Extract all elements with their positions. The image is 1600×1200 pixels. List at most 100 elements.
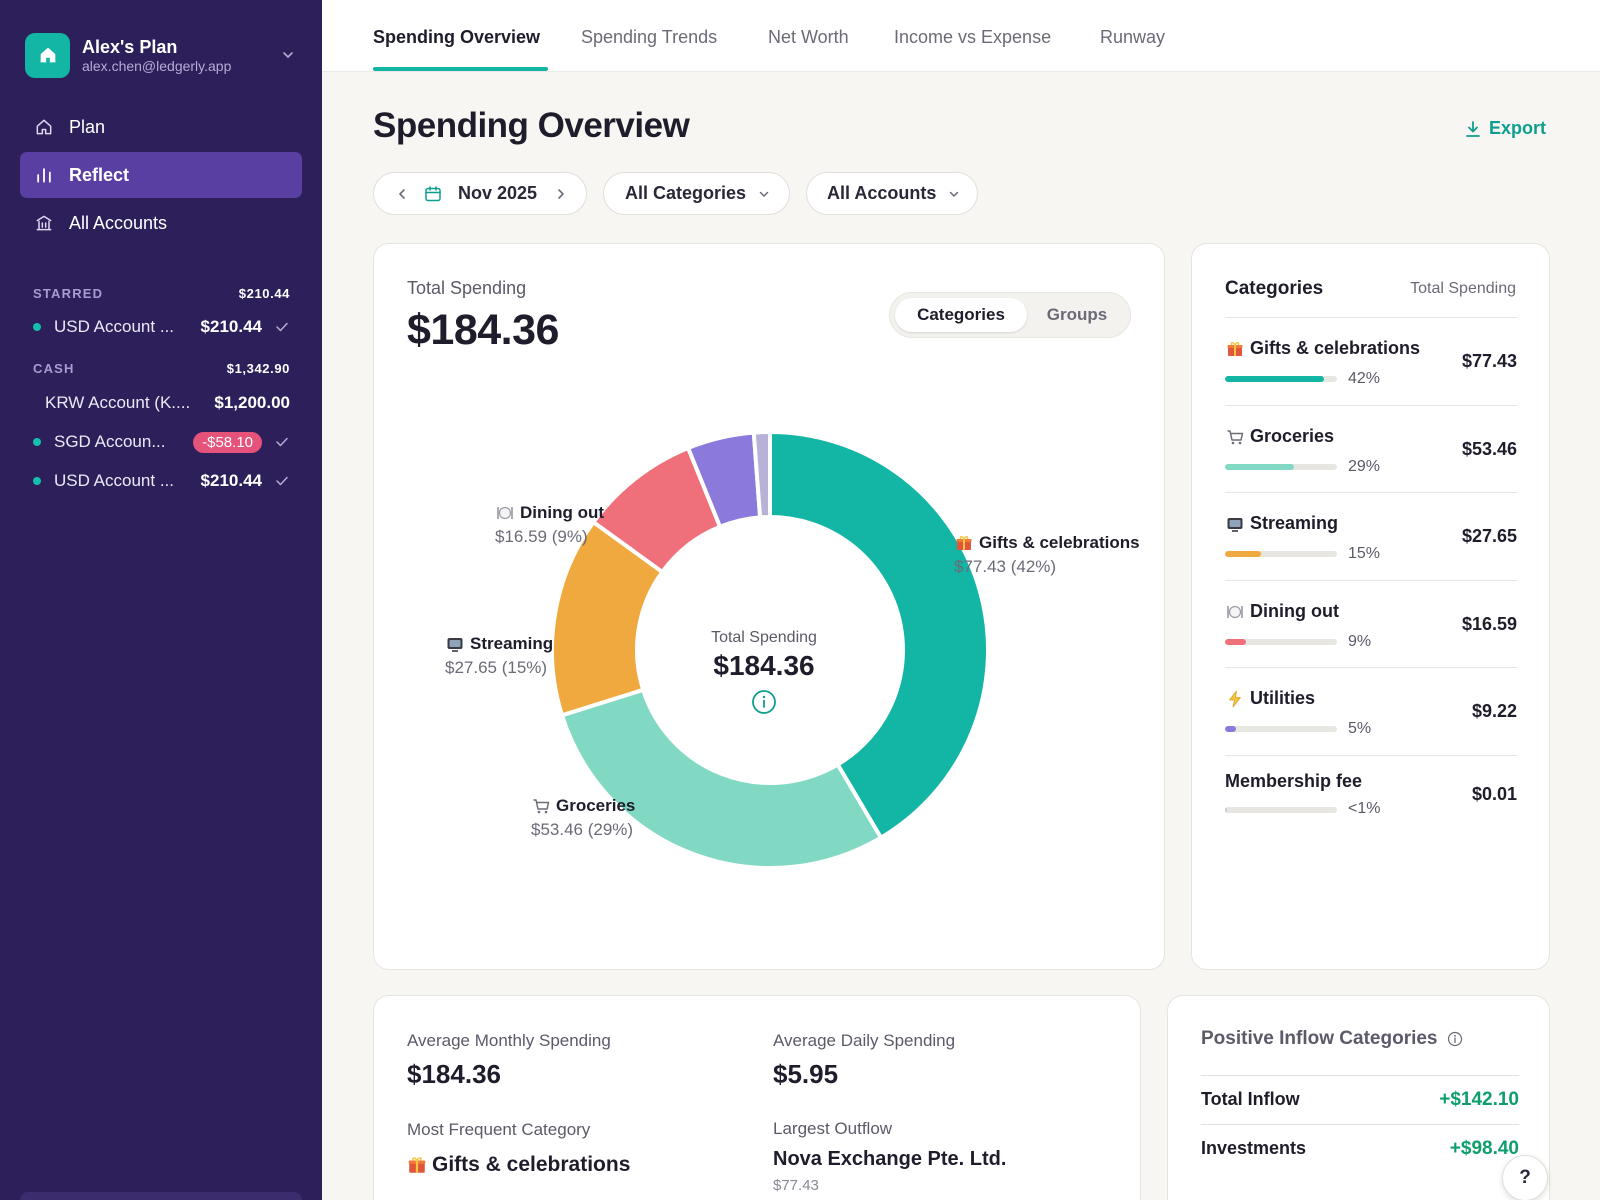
info-icon[interactable] — [751, 689, 777, 715]
categories-filter[interactable]: All Categories — [603, 172, 790, 215]
bolt-icon — [1225, 689, 1245, 709]
help-button[interactable]: ? — [1502, 1155, 1548, 1200]
category-percent: 42% — [1348, 370, 1381, 387]
home-icon — [33, 116, 55, 138]
donut-slice-groceries[interactable] — [559, 687, 884, 870]
category-row-dining-out[interactable]: Dining out $16.59 9% — [1225, 580, 1517, 667]
category-row-utilities[interactable]: Utilities $9.22 5% — [1225, 667, 1517, 755]
sidebar: Alex's Plan alex.chen@ledgerly.app Plan … — [0, 0, 322, 1200]
chevron-left-icon[interactable] — [394, 186, 410, 202]
chevron-right-icon[interactable] — [553, 186, 569, 202]
positive-inflow-card: Positive Inflow Categories Total Inflow … — [1167, 995, 1550, 1200]
cash-label: CASH — [33, 361, 75, 376]
category-progress-bar — [1225, 376, 1337, 382]
toggle-groups[interactable]: Groups — [1046, 305, 1108, 324]
slice-label-streaming: Streaming $27.65 (15%) — [445, 634, 553, 678]
bar-chart-icon — [33, 164, 55, 186]
category-percent: <1% — [1348, 800, 1381, 817]
total-spending-value: $184.36 — [407, 306, 559, 354]
inflow-name: Total Inflow — [1201, 1089, 1300, 1109]
avg-daily-value: $5.95 — [773, 1059, 839, 1089]
gift-icon — [407, 1155, 427, 1175]
largest-outflow-label: Largest Outflow — [773, 1119, 893, 1138]
category-percent: 29% — [1348, 458, 1381, 475]
most-frequent-label: Most Frequent Category — [407, 1120, 591, 1139]
account-row-krw[interactable]: KRW Account (K.... $1,200.00 — [45, 391, 290, 415]
plan-email: alex.chen@ledgerly.app — [82, 57, 232, 74]
tv-icon — [1225, 514, 1245, 534]
category-percent: 15% — [1348, 545, 1381, 562]
main-nav: Plan Reflect All Accounts — [20, 104, 302, 248]
most-frequent-value[interactable]: Gifts & celebrations — [432, 1153, 631, 1176]
category-progress-bar — [1225, 639, 1337, 645]
account-amount: $1,200.00 — [214, 393, 290, 412]
category-progress-fill — [1225, 376, 1324, 382]
category-name: Membership fee — [1225, 771, 1363, 791]
categories-panel: Categories Total Spending Gifts & celebr… — [1191, 243, 1550, 970]
account-name: USD Account ... — [54, 471, 174, 490]
month-picker: Nov 2025 — [373, 172, 587, 215]
tab-net-worth[interactable]: Net Worth — [768, 27, 849, 47]
category-progress-fill — [1225, 551, 1261, 557]
categories-filter-label: All Categories — [625, 183, 747, 203]
largest-outflow-vendor[interactable]: Nova Exchange Pte. Ltd. — [773, 1148, 1007, 1170]
accounts-filter[interactable]: All Accounts — [806, 172, 978, 215]
gift-icon — [1225, 339, 1245, 359]
tab-runway[interactable]: Runway — [1100, 27, 1166, 47]
category-row-gifts[interactable]: Gifts & celebrations $77.43 42% — [1225, 317, 1517, 405]
category-row-membership-fee[interactable]: Membership fee $0.01 <1% — [1225, 755, 1517, 835]
category-row-groceries[interactable]: Groceries $53.46 29% — [1225, 405, 1517, 492]
chevron-down-icon — [756, 186, 772, 202]
chevron-down-icon[interactable] — [279, 46, 297, 64]
cash-total: $1,342.90 — [226, 361, 290, 376]
account-row-usd[interactable]: USD Account ... $210.44 — [33, 469, 290, 493]
category-name: Streaming — [1250, 513, 1339, 533]
toggle-categories[interactable]: Categories — [895, 298, 1027, 332]
negative-balance-badge: -$58.10 — [193, 431, 262, 453]
avg-daily-label: Average Daily Spending — [773, 1031, 956, 1050]
category-progress-bar — [1225, 464, 1337, 470]
tab-income-vs-expense[interactable]: Income vs Expense — [894, 27, 1052, 47]
account-amount: $210.44 — [200, 317, 262, 336]
nav-item-plan[interactable]: Plan — [20, 104, 302, 150]
check-icon — [274, 473, 290, 489]
donut-slice-membership-fee[interactable] — [751, 429, 772, 520]
avg-monthly-label: Average Monthly Spending — [407, 1031, 611, 1050]
slice-value: $27.65 (15%) — [445, 658, 548, 677]
check-icon — [274, 319, 290, 335]
category-amount: $0.01 — [1471, 784, 1517, 804]
category-progress-bar — [1225, 807, 1337, 813]
slice-label-groceries: Groceries $53.46 (29%) — [531, 796, 635, 840]
inflow-amount: +$142.10 — [1439, 1088, 1519, 1110]
info-icon[interactable] — [1447, 1031, 1463, 1047]
account-row-sgd[interactable]: SGD Accoun... -$58.10 — [33, 430, 290, 454]
spending-stats-card: Average Monthly Spending $184.36 Average… — [373, 995, 1141, 1200]
category-name: Gifts & celebrations — [1250, 338, 1421, 358]
starred-label: STARRED — [33, 286, 104, 301]
nav-item-all-accounts[interactable]: All Accounts — [20, 200, 302, 246]
account-amount: $210.44 — [200, 471, 262, 490]
category-progress-fill — [1225, 726, 1237, 732]
cart-icon — [531, 796, 551, 816]
month-label[interactable]: Nov 2025 — [458, 183, 538, 203]
slice-label-gifts: Gifts & celebrations $77.43 (42%) — [954, 533, 1140, 577]
starred-total: $210.44 — [238, 286, 290, 301]
tab-spending-overview[interactable]: Spending Overview — [373, 27, 541, 47]
tab-spending-trends[interactable]: Spending Trends — [581, 27, 718, 47]
slice-name: Groceries — [556, 796, 636, 815]
category-name: Utilities — [1250, 688, 1316, 708]
plan-switcher[interactable]: Alex's Plan alex.chen@ledgerly.app — [25, 32, 297, 78]
slice-name: Gifts & celebrations — [979, 533, 1140, 552]
category-row-streaming[interactable]: Streaming $27.65 15% — [1225, 492, 1517, 580]
account-row-usd-starred[interactable]: USD Account ... $210.44 — [33, 315, 290, 339]
nav-item-reflect[interactable]: Reflect — [20, 152, 302, 198]
total-spending-label: Total Spending — [407, 278, 527, 298]
account-name: KRW Account (K.... — [45, 393, 191, 412]
inflow-row-total[interactable]: Total Inflow +$142.10 — [1201, 1075, 1519, 1123]
donut-slice-gifts-celebrations[interactable] — [768, 429, 990, 841]
category-amount: $16.59 — [1461, 614, 1517, 634]
category-progress-bar — [1225, 551, 1337, 557]
cash-group-header: CASH $1,342.90 — [33, 361, 290, 376]
export-button[interactable]: Export — [1465, 118, 1546, 139]
inflow-row-investments[interactable]: Investments +$98.40 — [1201, 1124, 1519, 1172]
